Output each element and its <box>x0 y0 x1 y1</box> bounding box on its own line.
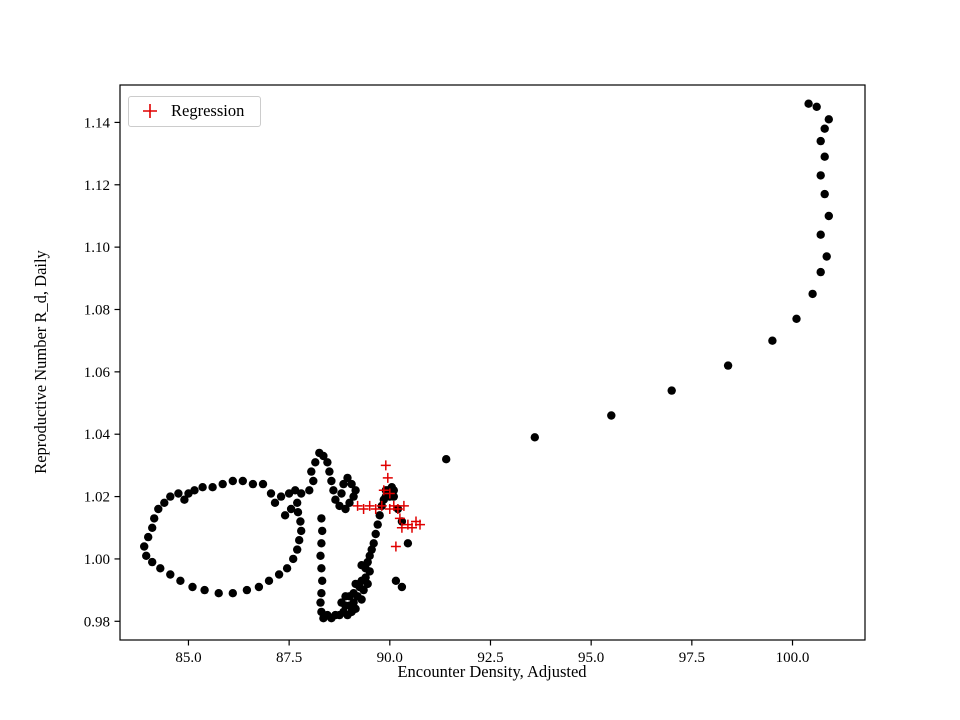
svg-text:1.04: 1.04 <box>84 427 111 443</box>
svg-text:1.08: 1.08 <box>84 302 110 318</box>
svg-text:85.0: 85.0 <box>175 650 201 666</box>
series-regression <box>352 460 425 552</box>
svg-text:95.0: 95.0 <box>578 650 604 666</box>
y-axis-ticks: 0.98 1.00 1.02 1.04 1.06 1.08 1.10 1.12 1.14 <box>84 115 120 630</box>
x-axis-ticks: 85.0 87.5 90.0 92.5 95.0 97.5 100.0 <box>175 640 809 666</box>
legend-label: Regression <box>171 101 245 120</box>
svg-text:1.00: 1.00 <box>84 552 110 568</box>
svg-text:97.5: 97.5 <box>679 650 705 666</box>
series-trajectory <box>140 99 833 623</box>
svg-text:100.0: 100.0 <box>776 650 810 666</box>
svg-text:1.10: 1.10 <box>84 240 110 256</box>
svg-text:1.12: 1.12 <box>84 178 110 194</box>
svg-text:92.5: 92.5 <box>477 650 503 666</box>
legend: Regression <box>128 96 262 127</box>
regression-plus-icon <box>142 103 158 119</box>
svg-text:1.02: 1.02 <box>84 490 110 506</box>
svg-text:1.14: 1.14 <box>84 115 111 131</box>
svg-text:0.98: 0.98 <box>84 614 110 630</box>
svg-text:90.0: 90.0 <box>377 650 403 666</box>
svg-text:87.5: 87.5 <box>276 650 302 666</box>
svg-text:1.06: 1.06 <box>84 365 111 381</box>
x-axis-label: Encounter Density, Adjusted <box>397 662 587 681</box>
plot-border <box>119 84 866 641</box>
y-axis-label: Reproductive Number R_d, Daily <box>31 250 50 474</box>
